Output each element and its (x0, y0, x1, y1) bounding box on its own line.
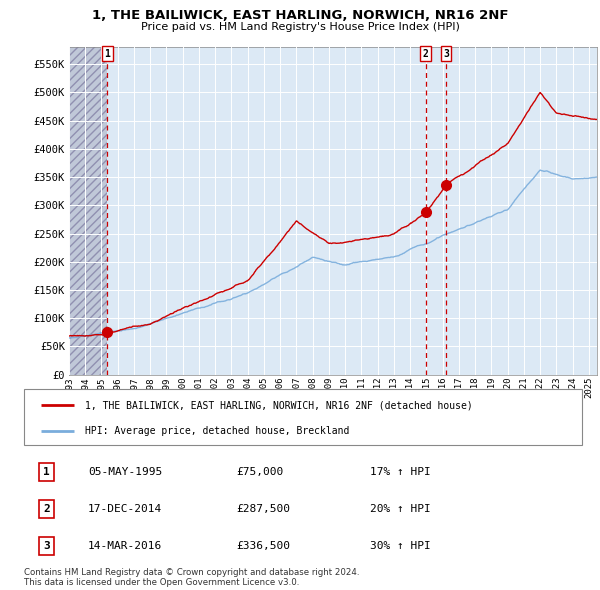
Text: Contains HM Land Registry data © Crown copyright and database right 2024.
This d: Contains HM Land Registry data © Crown c… (24, 568, 359, 587)
Text: 2: 2 (43, 504, 50, 514)
Text: 1, THE BAILIWICK, EAST HARLING, NORWICH, NR16 2NF (detached house): 1, THE BAILIWICK, EAST HARLING, NORWICH,… (85, 400, 473, 410)
Text: 17-DEC-2014: 17-DEC-2014 (88, 504, 163, 514)
Text: 20% ↑ HPI: 20% ↑ HPI (370, 504, 431, 514)
Text: £75,000: £75,000 (236, 467, 283, 477)
Text: 1: 1 (43, 467, 50, 477)
Text: 1, THE BAILIWICK, EAST HARLING, NORWICH, NR16 2NF: 1, THE BAILIWICK, EAST HARLING, NORWICH,… (92, 9, 508, 22)
Text: HPI: Average price, detached house, Breckland: HPI: Average price, detached house, Brec… (85, 427, 350, 437)
Text: 14-MAR-2016: 14-MAR-2016 (88, 540, 163, 550)
Text: 2: 2 (423, 49, 429, 59)
Text: Price paid vs. HM Land Registry's House Price Index (HPI): Price paid vs. HM Land Registry's House … (140, 22, 460, 32)
Text: 3: 3 (443, 49, 449, 59)
Bar (69, 47, 107, 375)
Text: 3: 3 (43, 540, 50, 550)
Text: 30% ↑ HPI: 30% ↑ HPI (370, 540, 431, 550)
Text: 17% ↑ HPI: 17% ↑ HPI (370, 467, 431, 477)
Text: 05-MAY-1995: 05-MAY-1995 (88, 467, 163, 477)
Text: £336,500: £336,500 (236, 540, 290, 550)
Text: 1: 1 (104, 49, 110, 59)
Text: £287,500: £287,500 (236, 504, 290, 514)
FancyBboxPatch shape (24, 389, 582, 445)
